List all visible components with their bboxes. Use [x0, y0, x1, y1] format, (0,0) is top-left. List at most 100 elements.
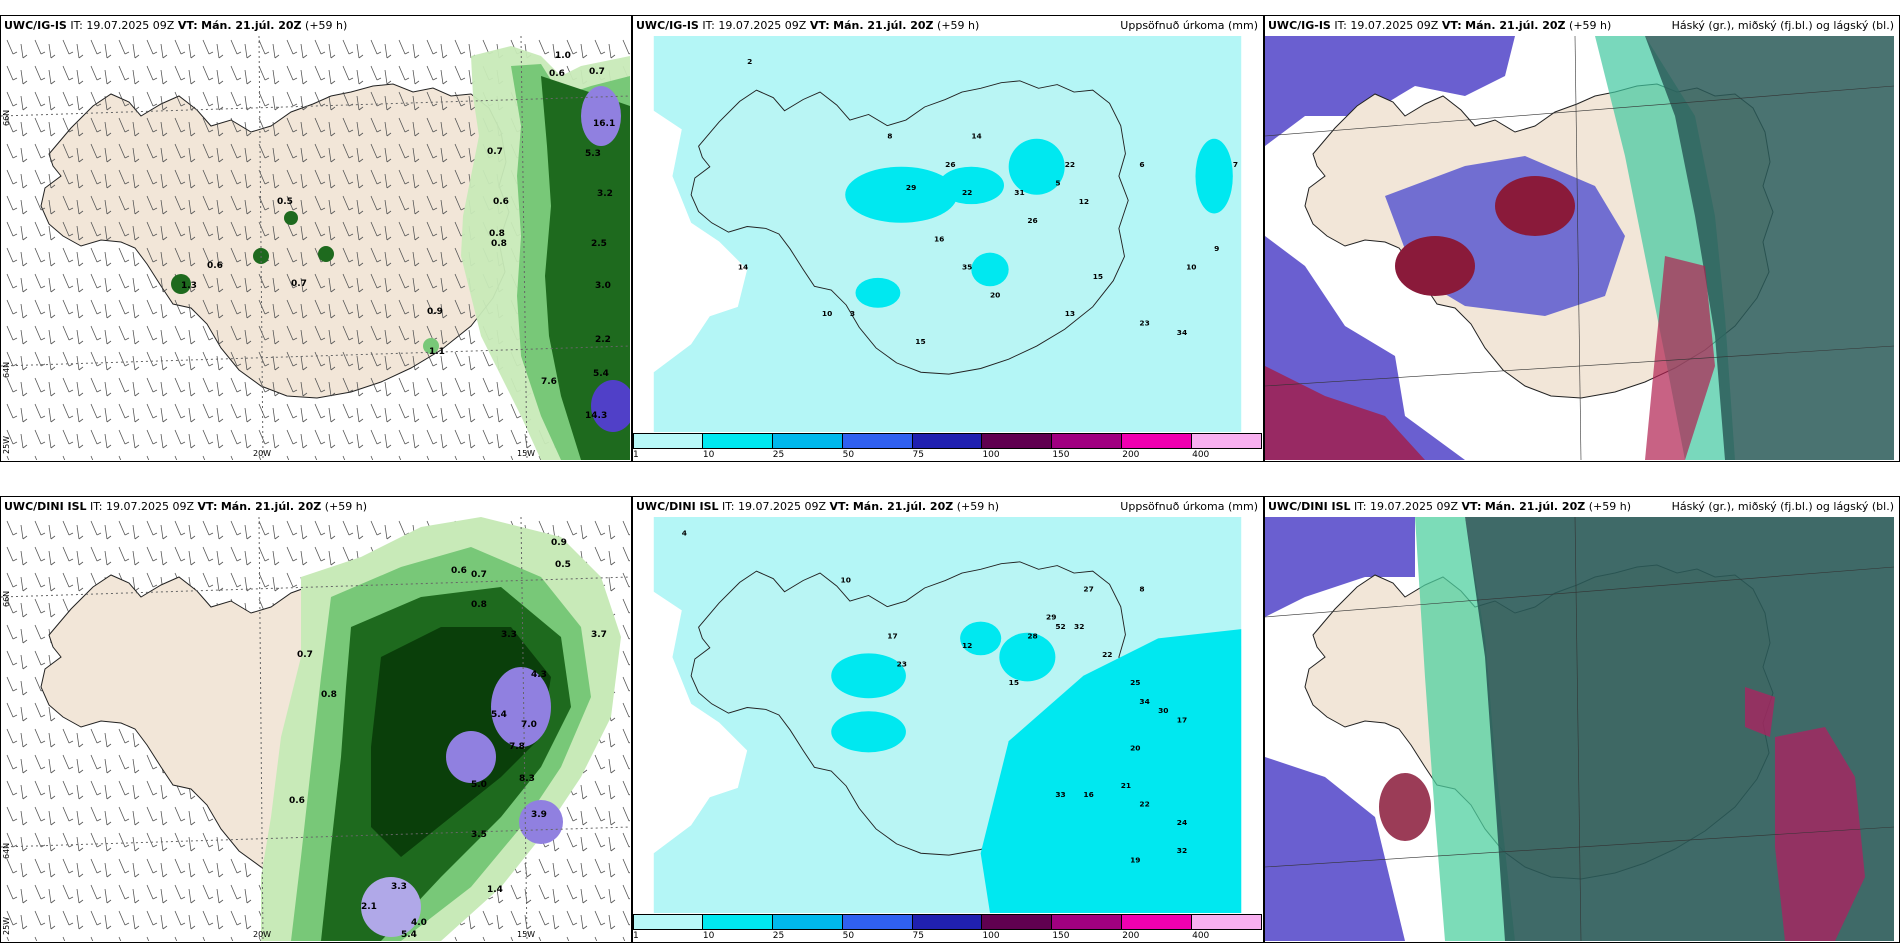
precip-area-10mm — [960, 621, 1002, 656]
accum-value: 22 — [1139, 800, 1149, 809]
lon-label-20w: 20W — [253, 930, 271, 939]
panel-dini-clouds: UWC/DINI ISL IT: 19.07.2025 09Z VT: Mán.… — [1264, 496, 1900, 943]
accum-value: 28 — [1027, 631, 1037, 640]
panel-title: Háský (gr.), miðský (fj.bl.) og lágský (… — [1671, 500, 1894, 513]
model-name: UWC/DINI ISL — [4, 500, 87, 513]
colorbar-label: 50 — [842, 450, 855, 460]
high-cloud-band — [1415, 517, 1515, 941]
accum-value: 10 — [841, 575, 851, 584]
panel-title: Uppsöfnuð úrkoma (mm) — [1120, 19, 1258, 32]
accum-value: 27 — [1083, 585, 1093, 594]
lat-label-64n: 64N — [2, 362, 11, 378]
mid-cloud-area — [1745, 687, 1775, 737]
accum-value: 22 — [1102, 650, 1112, 659]
precip-area-10mm — [980, 629, 1242, 913]
precip-area-10mm — [855, 277, 901, 308]
model-name: UWC/IG-IS — [636, 19, 699, 32]
colorbar-swatch — [772, 914, 843, 930]
colorbar-label: 100 — [982, 931, 1000, 941]
it-label: IT: — [722, 500, 735, 513]
panel-header: UWC/DINI ISL IT: 19.07.2025 09Z VT: Mán.… — [633, 497, 1263, 517]
precip-value: 4.0 — [411, 918, 427, 928]
accum-value: 15 — [1009, 678, 1019, 687]
grid-line — [1574, 36, 1582, 460]
model-name: UWC/IG-IS — [1268, 19, 1331, 32]
colorbar-label: 10 — [702, 931, 715, 941]
colorbar: 1 10 25 50 75 100 150 200 400 — [633, 433, 1262, 461]
accum-value: 52 — [1055, 622, 1065, 631]
precip-value: 5.4 — [401, 930, 417, 940]
colorbar-swatch — [982, 433, 1053, 449]
colorbar-swatch — [633, 433, 703, 449]
accum-value: 25 — [1130, 678, 1140, 687]
accum-value: 8 — [1139, 585, 1144, 594]
vt-label: VT: — [829, 500, 850, 513]
mid-cloud-area — [1265, 366, 1425, 460]
accum-value: 7 — [1233, 160, 1238, 169]
precip-value: 0.7 — [487, 147, 503, 157]
colorbar-swatch — [912, 914, 983, 930]
precip-value: 2.1 — [361, 902, 377, 912]
accum-value: 6 — [1139, 160, 1144, 169]
precip-area-10mm — [938, 166, 1005, 205]
accum-value: 21 — [1121, 781, 1131, 790]
precip-value: 3.2 — [597, 189, 613, 199]
colorbar-swatch — [702, 914, 773, 930]
accum-value: 12 — [1079, 197, 1089, 206]
precip-value: 7.6 — [541, 377, 557, 387]
accum-value: 20 — [1130, 743, 1140, 752]
model-name: UWC/DINI ISL — [1268, 500, 1351, 513]
lat-label-66n: 66N — [2, 591, 11, 607]
precip-area-dark — [541, 76, 630, 460]
init-time: 19.07.2025 09Z — [718, 19, 807, 32]
precip-value: 0.7 — [471, 570, 487, 580]
accum-value: 16 — [934, 234, 944, 243]
model-name: UWC/DINI ISL — [636, 500, 719, 513]
precip-value: 5.3 — [585, 149, 601, 159]
grid-line — [1574, 517, 1582, 941]
accum-value: 24 — [1177, 818, 1187, 827]
init-time: 19.07.2025 09Z — [106, 500, 195, 513]
precip-area-10mm — [831, 711, 906, 753]
accum-value: 14 — [971, 132, 981, 141]
lat-label-66n: 66N — [2, 110, 11, 126]
colorbar-label: 400 — [1192, 931, 1210, 941]
valid-time: Mán. 21.júl. 20Z — [852, 500, 954, 513]
lead-time: (+59 h) — [937, 19, 980, 32]
grid-line-15w — [520, 517, 528, 941]
panel-dini-precip-wind: UWC/DINI ISL IT: 19.07.2025 09Z VT: Mán.… — [0, 496, 632, 943]
colorbar-label: 150 — [1052, 931, 1070, 941]
precip-cell — [318, 246, 334, 262]
precip-value: 3.0 — [595, 281, 611, 291]
colorbar-swatch — [842, 914, 913, 930]
map-wind-precip: 66N 64N 25W 20W 15W 0.5 0.6 0.8 0.7 1.3 0.9 1.… — [1, 36, 630, 460]
colorbar-swatch — [1052, 433, 1123, 449]
precip-value-labels: 0.5 0.6 0.8 0.7 1.3 0.9 1.1 0.7 0.6 0.8 1.0 0.6 0.7 1… — [181, 51, 615, 421]
colorbar-label: 75 — [912, 931, 924, 941]
accum-value: 13 — [1065, 309, 1075, 318]
precip-max — [519, 800, 563, 844]
accum-value: 34 — [1139, 697, 1149, 706]
colorbar: 1 10 25 50 75 100 150 200 400 — [633, 914, 1262, 942]
lead-time: (+59 h) — [324, 500, 367, 513]
precip-value: 1.3 — [181, 281, 197, 291]
lon-label-15w: 15W — [517, 449, 535, 458]
low-cloud-area — [1265, 36, 1515, 146]
accum-value: 26 — [1027, 216, 1037, 225]
accum-value: 10 — [822, 309, 832, 318]
colorbar-swatch — [842, 433, 913, 449]
accum-value: 12 — [962, 641, 972, 650]
colorbar-label: 50 — [842, 931, 855, 941]
precip-value: 7.8 — [509, 742, 525, 752]
mid-cloud-area — [1645, 256, 1715, 460]
lead-time: (+59 h) — [956, 500, 999, 513]
precip-area-10mm — [1008, 138, 1065, 195]
init-time: 19.07.2025 09Z — [738, 500, 827, 513]
grid-line-20w — [258, 36, 264, 460]
accum-value: 9 — [1214, 244, 1219, 253]
colorbar-swatch — [1122, 433, 1193, 449]
accum-value: 20 — [990, 291, 1000, 300]
panel-title: Uppsöfnuð úrkoma (mm) — [1120, 500, 1258, 513]
accum-value: 5 — [1055, 178, 1060, 187]
accum-value: 30 — [1158, 706, 1168, 715]
